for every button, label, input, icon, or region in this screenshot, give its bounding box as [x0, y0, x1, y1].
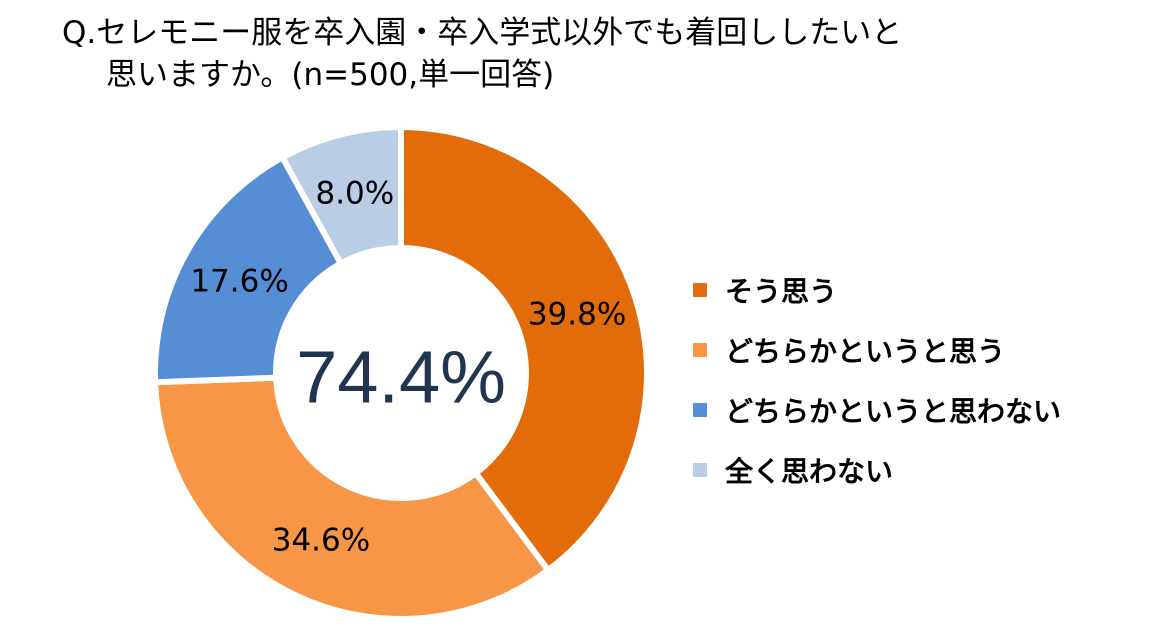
donut-slice — [152, 153, 345, 386]
slice-data-label: 39.8% — [528, 297, 626, 333]
legend-label: そう思う — [725, 275, 838, 308]
chart-title: Q.セレモニー服を卒入園・卒入学式以外でも着回ししたいと 思いますか。(n=50… — [62, 12, 1122, 96]
legend-item: そう思う — [693, 272, 1061, 308]
legend-swatch — [693, 403, 707, 417]
center-total-label: 74.4% — [296, 336, 506, 419]
legend-label: どちらかというと思わない — [725, 395, 1062, 428]
legend-item: 全く思わない — [693, 452, 1061, 488]
chart-title-line1: Q.セレモニー服を卒入園・卒入学式以外でも着回ししたいと — [62, 15, 903, 51]
slice-data-label: 17.6% — [190, 264, 288, 300]
legend-label: どちらかというと思う — [725, 335, 1006, 368]
chart-title-line2: 思いますか。(n=500,単一回答) — [106, 57, 555, 93]
donut-slice — [398, 123, 650, 575]
legend-swatch — [693, 283, 707, 297]
legend: そう思う どちらかというと思う どちらかというと思わない 全く思わない — [693, 272, 1061, 512]
donut-slice — [152, 374, 553, 622]
legend-swatch — [693, 463, 707, 477]
legend-swatch — [693, 343, 707, 357]
legend-item: どちらかというと思う — [693, 332, 1061, 368]
legend-label: 全く思わない — [725, 455, 894, 488]
slice-data-label: 34.6% — [272, 522, 370, 558]
slice-data-label: 8.0% — [315, 175, 394, 211]
legend-item: どちらかというと思わない — [693, 392, 1061, 428]
donut-slice — [278, 123, 404, 268]
